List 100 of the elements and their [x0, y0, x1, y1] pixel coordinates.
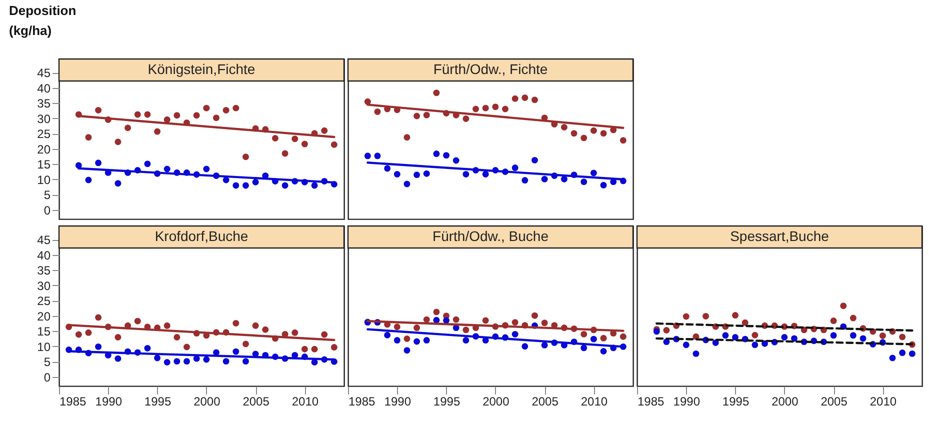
point [95, 314, 102, 321]
point [531, 312, 538, 319]
x-tick-label: 2010 [870, 394, 897, 408]
point [742, 319, 748, 326]
point [580, 134, 588, 142]
point [512, 164, 518, 172]
point [423, 170, 430, 177]
point [462, 170, 470, 178]
point [423, 316, 430, 323]
point [75, 331, 82, 338]
point [85, 176, 92, 184]
point [193, 112, 200, 119]
point [213, 114, 220, 122]
point [404, 180, 410, 188]
point [600, 334, 607, 342]
point [282, 182, 288, 189]
point [600, 182, 607, 188]
y-tick-label: 35 [37, 264, 51, 278]
point [134, 111, 141, 118]
point [404, 336, 410, 342]
point [462, 326, 470, 334]
point [620, 333, 626, 340]
y-tick-label: 30 [37, 112, 51, 126]
y-tick-label: 20 [37, 142, 51, 156]
point [522, 177, 528, 184]
point [85, 329, 92, 336]
point [144, 160, 151, 168]
y-tick-label: 40 [37, 81, 51, 96]
chart-title: Krofdorf,Buche [154, 228, 248, 244]
x-tick-label: 2000 [194, 394, 221, 408]
point [292, 329, 298, 336]
point [541, 342, 548, 348]
point [443, 317, 450, 324]
point [702, 312, 710, 320]
point [404, 134, 410, 141]
y-tick-label: 5 [44, 355, 51, 370]
point [590, 170, 597, 176]
x-tick-label: 2005 [820, 394, 848, 408]
point [374, 108, 381, 115]
point [531, 156, 538, 164]
point [394, 324, 400, 330]
point [242, 182, 249, 189]
x-tick-label: 1990 [384, 394, 412, 408]
point [364, 152, 371, 160]
point [394, 337, 400, 344]
point [840, 302, 847, 310]
point [462, 337, 470, 344]
x-tick-label: 2005 [242, 394, 270, 408]
y-tick-label: 0 [44, 370, 51, 384]
point [384, 165, 391, 172]
point [512, 319, 518, 326]
point [394, 170, 400, 178]
point [560, 176, 568, 182]
point [541, 320, 548, 326]
point [282, 150, 288, 157]
point [311, 346, 318, 352]
point [154, 128, 161, 135]
point [600, 348, 607, 354]
point [492, 104, 499, 110]
point [752, 332, 758, 338]
point [482, 170, 489, 178]
point [512, 95, 518, 102]
point [114, 180, 122, 187]
point [899, 350, 906, 356]
point [830, 318, 837, 324]
y-tick-label: 35 [37, 96, 51, 111]
point [620, 137, 626, 144]
point [541, 176, 548, 182]
point [522, 94, 528, 101]
y-axis-title: Deposition (kg/ha) [9, 3, 76, 38]
point [374, 152, 381, 160]
point [321, 331, 328, 338]
x-tick-label: 2000 [772, 394, 799, 408]
y-tick-label: 0 [44, 203, 51, 218]
y-tick-label: 15 [37, 158, 51, 172]
point [164, 358, 170, 366]
chart-title: Fürth/Odw., Fichte [433, 61, 548, 77]
point [124, 124, 132, 132]
point [531, 96, 538, 104]
x-tick-label: 1995 [144, 394, 172, 408]
point [301, 140, 308, 148]
point [414, 324, 420, 332]
point [144, 111, 151, 118]
y-tick-label: 15 [37, 324, 51, 339]
point [232, 182, 240, 189]
point [203, 104, 210, 112]
point [512, 330, 518, 338]
point [114, 138, 122, 146]
point [414, 338, 420, 345]
point [482, 104, 489, 112]
point [600, 130, 607, 137]
point [560, 124, 568, 130]
point [232, 104, 240, 112]
point [242, 340, 249, 348]
point [232, 320, 240, 326]
point [134, 318, 141, 324]
point [174, 112, 180, 119]
point [732, 312, 739, 319]
point [791, 335, 798, 342]
point [712, 339, 719, 346]
